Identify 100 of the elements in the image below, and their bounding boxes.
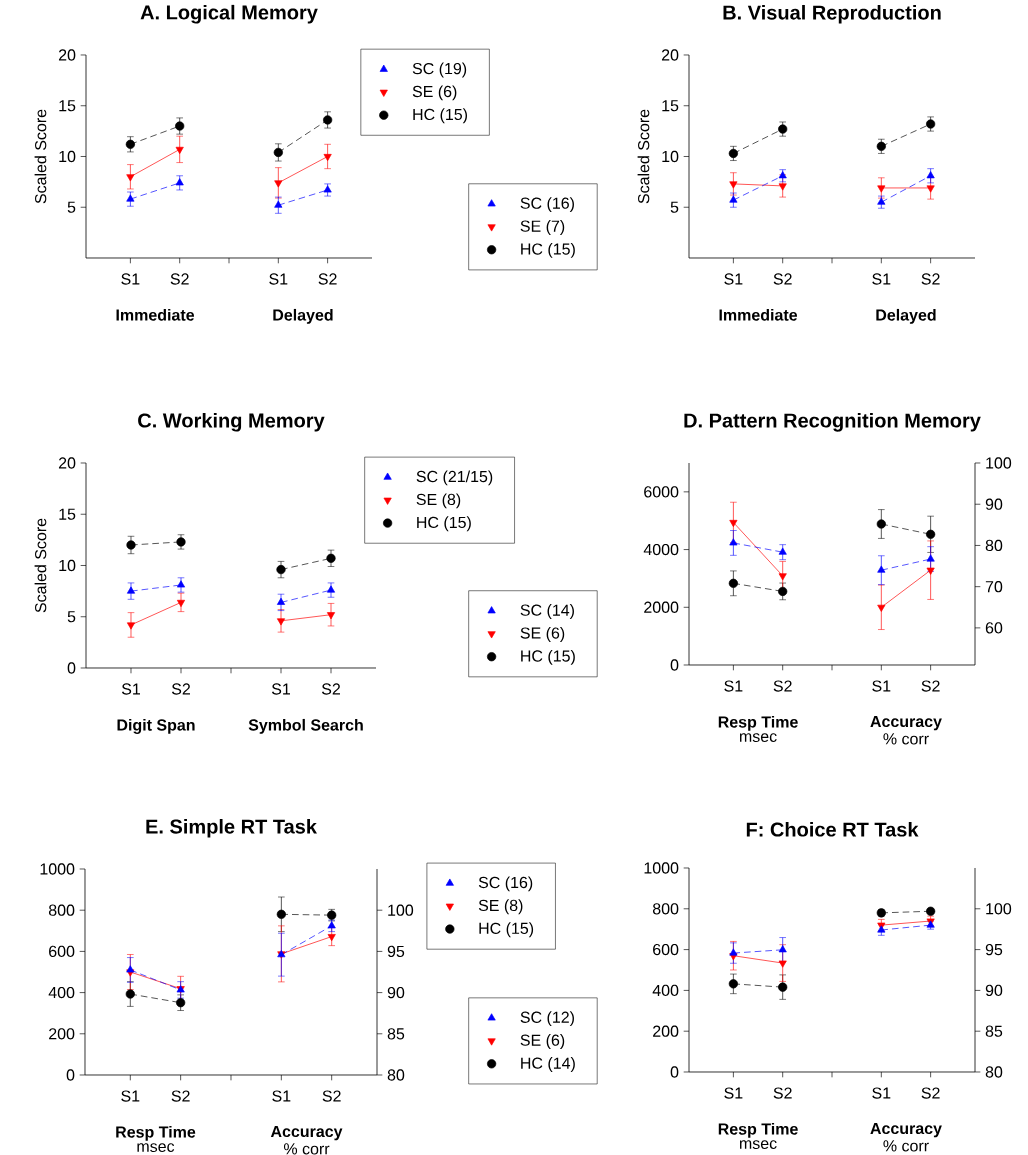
text: Resp Time	[718, 715, 798, 731]
text: Delayed	[273, 308, 333, 324]
legend-label: SE (8)	[478, 899, 523, 915]
text: % corr	[283, 1143, 330, 1155]
text: msec	[739, 733, 777, 743]
text: Accuracy	[270, 1125, 343, 1141]
x-tick-label: S2	[322, 1090, 341, 1102]
x-tick-label: S1	[271, 683, 290, 695]
chart-title: C. Working Memory	[138, 412, 325, 432]
text: msec	[137, 1143, 175, 1153]
y-tick-label: 200	[653, 1025, 679, 1037]
y-axis-title: Scaled Score	[34, 109, 47, 204]
x-tick-label: S1	[121, 1090, 140, 1102]
y2-tick-label: 80	[985, 1066, 1003, 1078]
text: Resp Time	[718, 1122, 798, 1138]
x-tick-label: S2	[921, 1087, 940, 1099]
x-tick-label: S2	[921, 273, 940, 285]
legend-label: SC (19)	[412, 62, 467, 78]
text: Resp Time	[116, 1125, 196, 1141]
legend-label: SC (14)	[520, 604, 574, 619]
x-tick-label: S2	[773, 273, 792, 285]
legend-label: SC (12)	[520, 1011, 574, 1027]
y2-tick-label: 95	[985, 943, 1003, 956]
y-tick-label: 0	[67, 662, 76, 674]
y2-tick-label: 100	[986, 457, 1012, 469]
legend-label: SE (8)	[416, 493, 461, 509]
y-tick-label: 20	[58, 457, 76, 469]
y-tick-label: 6000	[644, 486, 679, 498]
y-axis-title: Scaled Score	[34, 518, 47, 613]
legend-label: SC (16)	[478, 876, 533, 892]
y-tick-label: 0	[670, 659, 679, 671]
y2-tick-label: 95	[387, 945, 405, 958]
y2-tick-label: 60	[985, 622, 1003, 634]
text: Accuracy	[870, 715, 942, 731]
text: % corr	[883, 1140, 929, 1152]
legend-label: SE (7)	[520, 220, 565, 235]
legend-label: HC (15)	[413, 108, 468, 124]
y-tick-label: 15	[59, 100, 76, 112]
y-tick-label: 2000	[644, 601, 679, 613]
x-tick-label: S1	[724, 273, 743, 285]
chart-title: D. Pattern Recognition Memory	[684, 412, 981, 432]
y-tick-label: 1000	[40, 863, 75, 875]
x-tick-label: S2	[318, 273, 337, 285]
y2-tick-label: 90	[985, 498, 1003, 510]
x-tick-label: S1	[724, 680, 743, 692]
text: Immediate	[116, 308, 195, 321]
text: Immediate	[719, 308, 798, 321]
x-tick-label: S1	[269, 273, 288, 285]
chart-title: F: Choice RT Task	[746, 821, 919, 837]
y2-tick-label: 85	[985, 1025, 1003, 1037]
x-tick-label: S1	[724, 1087, 743, 1099]
text: Accuracy	[870, 1122, 942, 1138]
x-tick-label: S1	[872, 680, 891, 692]
y2-tick-label: 80	[387, 1069, 405, 1081]
text: msec	[739, 1140, 777, 1150]
legend-label: SE (6)	[412, 85, 457, 101]
x-tick-label: S1	[121, 683, 140, 695]
legend-label: SC (21/15)	[416, 470, 493, 486]
y-tick-label: 400	[48, 986, 75, 999]
y-tick-label: 10	[662, 150, 679, 163]
text: Symbol Search	[248, 718, 363, 734]
x-tick-label: S2	[773, 1087, 792, 1099]
y2-tick-label: 90	[387, 986, 405, 999]
x-tick-label: S1	[121, 273, 140, 285]
legend-label: HC (15)	[521, 649, 575, 665]
y2-tick-label: 85	[387, 1028, 405, 1040]
legend-label: HC (15)	[521, 242, 575, 258]
x-tick-label: S2	[171, 1090, 190, 1102]
y-tick-label: 800	[652, 903, 679, 915]
x-tick-label: S2	[773, 680, 792, 692]
y-tick-label: 5	[67, 201, 76, 213]
legend-label: HC (15)	[417, 516, 471, 532]
legend-label: SE (6)	[520, 1034, 565, 1050]
y-tick-label: 20	[58, 49, 76, 61]
chart-title: B. Visual Reproduction	[723, 4, 941, 24]
y-tick-label: 5	[670, 201, 679, 213]
y2-tick-label: 100	[986, 903, 1012, 915]
y-tick-label: 800	[48, 904, 75, 916]
y2-tick-label: 90	[985, 984, 1003, 997]
x-tick-label: S2	[171, 683, 190, 695]
text: Delayed	[876, 308, 936, 324]
y2-tick-label: 100	[388, 904, 414, 916]
y-tick-label: 10	[59, 150, 76, 163]
y-tick-label: 4000	[643, 543, 679, 556]
x-tick-label: S2	[921, 680, 940, 692]
y2-tick-label: 70	[985, 581, 1003, 593]
y-tick-label: 0	[66, 1069, 75, 1081]
legend-label: HC (14)	[521, 1057, 575, 1072]
x-tick-label: S1	[872, 273, 891, 285]
chart-title: E. Simple RT Task	[146, 818, 317, 838]
y-tick-label: 400	[652, 984, 679, 997]
x-tick-label: S2	[170, 273, 189, 285]
y-tick-label: 10	[59, 559, 76, 572]
y-tick-label: 600	[49, 945, 75, 958]
text: % corr	[883, 733, 929, 745]
y-tick-label: 200	[49, 1028, 75, 1040]
legend-label: SE (6)	[520, 627, 565, 642]
y-tick-label: 20	[661, 49, 679, 61]
y-tick-label: 600	[653, 943, 679, 956]
y-tick-label: 1000	[644, 862, 679, 874]
